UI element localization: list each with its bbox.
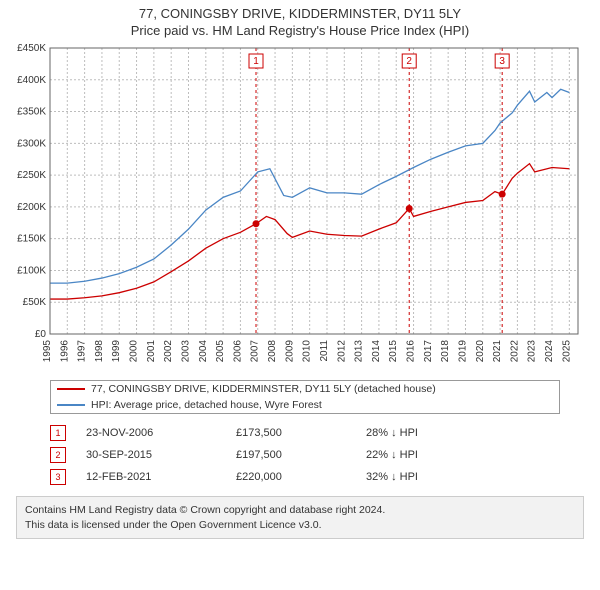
sale-point bbox=[499, 191, 506, 198]
legend-swatch bbox=[57, 388, 85, 390]
x-tick-label: 2024 bbox=[544, 340, 555, 363]
sale-row-date: 12-FEB-2021 bbox=[86, 471, 236, 483]
x-tick-label: 2005 bbox=[215, 340, 226, 363]
sales-table: 1 23-NOV-2006£173,50028% ↓ HPI 2 30-SEP-201… bbox=[50, 422, 560, 488]
footer-line-2: This data is licensed under the Open Gov… bbox=[25, 518, 575, 533]
sale-row-delta: 28% ↓ HPI bbox=[366, 427, 486, 439]
chart-title-address: 77, CONINGSBY DRIVE, KIDDERMINSTER, DY11… bbox=[8, 6, 592, 21]
y-tick-label: £150K bbox=[17, 234, 46, 245]
y-tick-label: £350K bbox=[17, 107, 46, 118]
sale-row-date: 23-NOV-2006 bbox=[86, 427, 236, 439]
legend-label: HPI: Average price, detached house, Wyre… bbox=[91, 399, 322, 411]
y-tick-label: £0 bbox=[35, 329, 47, 340]
sale-row-marker: 3 bbox=[50, 469, 66, 485]
x-tick-label: 2023 bbox=[527, 340, 538, 363]
x-tick-label: 1995 bbox=[42, 340, 53, 363]
sale-row-delta: 32% ↓ HPI bbox=[366, 471, 486, 483]
y-tick-label: £250K bbox=[17, 170, 46, 181]
sale-marker-label: 1 bbox=[253, 56, 259, 67]
sale-row-price: £197,500 bbox=[236, 449, 366, 461]
x-tick-label: 2015 bbox=[388, 340, 399, 363]
legend-row: 77, CONINGSBY DRIVE, KIDDERMINSTER, DY11… bbox=[51, 381, 559, 397]
x-tick-label: 2004 bbox=[198, 340, 209, 363]
y-tick-label: £450K bbox=[17, 44, 46, 54]
x-tick-label: 2009 bbox=[284, 340, 295, 363]
x-tick-label: 2003 bbox=[180, 340, 191, 363]
sale-row-delta: 22% ↓ HPI bbox=[366, 449, 486, 461]
title-block: 77, CONINGSBY DRIVE, KIDDERMINSTER, DY11… bbox=[8, 6, 592, 38]
x-tick-label: 1999 bbox=[111, 340, 122, 363]
legend-swatch bbox=[57, 404, 85, 406]
chart-area: £0 £50K £100K £150K £200K £250K £300K £350K £400… bbox=[8, 44, 592, 374]
attribution-footer: Contains HM Land Registry data © Crown c… bbox=[16, 496, 584, 539]
x-tick-label: 2019 bbox=[457, 340, 468, 363]
x-tick-label: 2010 bbox=[302, 340, 313, 363]
sale-row-marker: 1 bbox=[50, 425, 66, 441]
x-tick-label: 2001 bbox=[146, 340, 157, 363]
sale-row: 2 30-SEP-2015£197,50022% ↓ HPI bbox=[50, 444, 560, 466]
x-tick-label: 2008 bbox=[267, 340, 278, 363]
sale-row: 3 12-FEB-2021£220,00032% ↓ HPI bbox=[50, 466, 560, 488]
y-tick-label: £300K bbox=[17, 138, 46, 149]
chart-subtitle: Price paid vs. HM Land Registry's House … bbox=[8, 23, 592, 38]
x-tick-label: 2007 bbox=[250, 340, 261, 363]
legend-label: 77, CONINGSBY DRIVE, KIDDERMINSTER, DY11… bbox=[91, 383, 436, 395]
y-tick-label: £200K bbox=[17, 202, 46, 213]
footer-line-1: Contains HM Land Registry data © Crown c… bbox=[25, 503, 575, 518]
x-tick-label: 2020 bbox=[475, 340, 486, 363]
series-hpi bbox=[50, 89, 569, 283]
x-tick-label: 2025 bbox=[561, 340, 572, 363]
chart-svg: £0 £50K £100K £150K £200K £250K £300K £350K £400… bbox=[8, 44, 592, 374]
chart-container: 77, CONINGSBY DRIVE, KIDDERMINSTER, DY11… bbox=[0, 0, 600, 590]
x-tick-label: 2002 bbox=[163, 340, 174, 363]
x-tick-label: 2018 bbox=[440, 340, 451, 363]
x-tick-label: 2014 bbox=[371, 340, 382, 363]
x-tick-label: 2016 bbox=[406, 340, 417, 363]
sale-point bbox=[253, 220, 260, 227]
sale-row-date: 30-SEP-2015 bbox=[86, 449, 236, 461]
y-tick-label: £100K bbox=[17, 265, 46, 276]
series-price bbox=[50, 164, 569, 299]
x-tick-label: 2011 bbox=[319, 340, 330, 362]
x-tick-label: 2013 bbox=[354, 340, 365, 363]
sale-row-marker: 2 bbox=[50, 447, 66, 463]
sale-row-price: £220,000 bbox=[236, 471, 366, 483]
x-tick-label: 2006 bbox=[232, 340, 243, 363]
sale-row: 1 23-NOV-2006£173,50028% ↓ HPI bbox=[50, 422, 560, 444]
sale-row-price: £173,500 bbox=[236, 427, 366, 439]
x-tick-label: 1998 bbox=[94, 340, 105, 363]
x-tick-label: 2000 bbox=[129, 340, 140, 363]
x-tick-label: 2022 bbox=[509, 340, 520, 363]
x-tick-label: 2017 bbox=[423, 340, 434, 363]
sale-marker-label: 3 bbox=[499, 56, 505, 67]
legend-box: 77, CONINGSBY DRIVE, KIDDERMINSTER, DY11… bbox=[50, 380, 560, 414]
x-tick-label: 1996 bbox=[59, 340, 70, 363]
y-tick-label: £50K bbox=[23, 297, 47, 308]
x-tick-label: 2012 bbox=[336, 340, 347, 363]
x-tick-label: 1997 bbox=[77, 340, 88, 363]
sale-point bbox=[406, 205, 413, 212]
x-tick-label: 2021 bbox=[492, 340, 503, 363]
legend-row: HPI: Average price, detached house, Wyre… bbox=[51, 397, 559, 413]
sale-marker-label: 2 bbox=[406, 56, 412, 67]
y-tick-label: £400K bbox=[17, 75, 46, 86]
